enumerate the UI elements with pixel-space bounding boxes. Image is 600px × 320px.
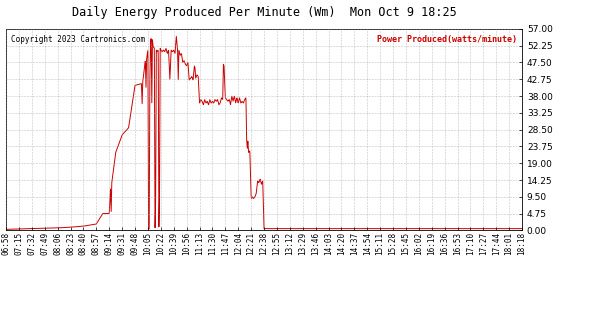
Text: Daily Energy Produced Per Minute (Wm)  Mon Oct 9 18:25: Daily Energy Produced Per Minute (Wm) Mo… [71, 6, 457, 20]
Text: Copyright 2023 Cartronics.com: Copyright 2023 Cartronics.com [11, 35, 145, 44]
Text: Power Produced(watts/minute): Power Produced(watts/minute) [377, 35, 517, 44]
